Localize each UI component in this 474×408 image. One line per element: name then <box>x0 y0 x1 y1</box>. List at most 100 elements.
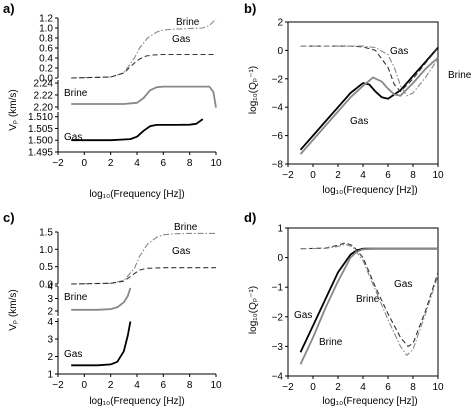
b-xtick-label-0: −2 <box>282 170 294 181</box>
b-ytick-label-3: −2 <box>272 74 284 85</box>
ylabel-c: Vₚ (km/s) <box>8 289 19 331</box>
plots-group: 0.00.20.40.60.81.01.22.202.222.241.4951.… <box>28 14 472 394</box>
b-xtick-label-5: 8 <box>410 170 416 181</box>
c-sub1-series-0-line <box>71 287 132 311</box>
b-ytick-label-5: 2 <box>277 18 283 29</box>
d-annotation-0: Gas <box>294 310 312 321</box>
a-sub2-ytick-label-0: 1.495 <box>28 148 53 159</box>
panel-label-d: d) <box>244 210 256 225</box>
a-sub1-ytick-label-2: 2.24 <box>34 79 54 90</box>
b-xtick-label-4: 6 <box>385 170 391 181</box>
panel-label-c: c) <box>3 210 15 225</box>
d-ytick-label-1: −3 <box>272 342 284 353</box>
c-sub2-series-0-line <box>71 321 132 367</box>
c-sub0-ytick-label-3: 1.5 <box>39 228 53 239</box>
c-sub0-series-0-line <box>71 232 216 285</box>
c-sub2-ytick-label-2: 3 <box>47 335 53 346</box>
a-sub0-series-1-line <box>71 53 216 79</box>
c-sub2-xtick-label-6: 10 <box>210 380 222 391</box>
a-sub0-annotation-0: Brine <box>176 17 200 28</box>
b-series-3-line <box>300 45 439 97</box>
a-sub1-ytick-label-1: 2.22 <box>34 91 54 102</box>
b-series-0-line <box>299 47 439 151</box>
a-sub2-xtick-label-5: 8 <box>187 158 193 169</box>
a-sub2-ytick-label-1: 1.500 <box>28 136 53 147</box>
c-sub2-xtick-label-4: 6 <box>161 380 167 391</box>
b-ytick-label-2: −4 <box>272 103 284 114</box>
c-sub0-ytick-label-0: 0.0 <box>39 280 53 291</box>
c-sub2-xtick-label-5: 8 <box>187 380 193 391</box>
c-sub2-xtick-label-2: 2 <box>108 380 114 391</box>
c-sub2-ytick-label-3: 4 <box>47 317 53 328</box>
c-sub2-xtick-label-1: 0 <box>82 380 88 391</box>
ylabel-a: Vₚ (km/s) <box>8 89 19 131</box>
a-sub0-ytick-label-6: 1.2 <box>39 14 53 25</box>
c-sub1-ytick-label-0: 2 <box>47 307 53 318</box>
b-xtick-label-1: 0 <box>310 170 316 181</box>
b-ytick-label-1: −6 <box>272 131 284 142</box>
d-annotation-2: Brine <box>356 294 380 305</box>
a-sub1-annotation-0: Brine <box>64 88 88 99</box>
c-sub1-annotation-0: Brine <box>64 292 88 303</box>
a-sub0-series-0-line <box>71 18 217 79</box>
ylabel-b: log₁₀(Qₚ⁻¹) <box>248 66 259 114</box>
a-sub0-ytick-label-3: 0.6 <box>39 44 53 55</box>
a-sub2-xtick-label-6: 10 <box>210 158 222 169</box>
a-sub0-annotation-1: Gas <box>172 34 190 45</box>
d-xtick-label-0: −2 <box>282 382 294 393</box>
d-ytick-label-5: 1 <box>277 224 283 235</box>
ylabel-d: log₁₀(Qₚ⁻¹) <box>248 286 259 334</box>
b-annotation-2: Brine <box>448 70 472 81</box>
xlabel-d: log₁₀(Frequency [Hz]) <box>322 396 417 407</box>
a-sub0-ytick-label-0: 0.0 <box>39 74 53 85</box>
b-ytick-label-4: 0 <box>277 46 283 57</box>
a-sub1-ytick-label-0: 2.20 <box>34 103 54 114</box>
panel-label-b: b) <box>244 1 256 16</box>
xlabel-c: log₁₀(Frequency [Hz]) <box>89 396 184 407</box>
d-annotation-1: Brine <box>319 337 343 348</box>
b-annotation-1: Gas <box>350 116 368 127</box>
d-ytick-label-3: −1 <box>272 283 284 294</box>
panel-label-a: a) <box>3 1 15 16</box>
d-series-1-line <box>299 247 438 365</box>
a-sub0-ytick-label-1: 0.2 <box>39 64 53 75</box>
d-ytick-label-0: −4 <box>272 372 284 383</box>
b-xtick-label-3: 4 <box>360 170 366 181</box>
c-sub0-ytick-label-2: 1.0 <box>39 245 53 256</box>
b-series-1-line <box>299 56 439 155</box>
c-sub2-ytick-label-0: 1 <box>47 370 53 381</box>
d-xtick-label-4: 6 <box>385 382 391 393</box>
c-sub2-ytick-label-1: 2 <box>47 352 53 363</box>
a-sub2-xtick-label-4: 6 <box>161 158 167 169</box>
b-xtick-label-6: 10 <box>432 170 444 181</box>
d-ytick-label-2: −2 <box>272 312 284 323</box>
d-xtick-label-5: 8 <box>410 382 416 393</box>
a-sub2-xtick-label-1: 0 <box>82 158 88 169</box>
a-sub1-series-0-line <box>71 85 217 108</box>
a-sub0-ytick-label-4: 0.8 <box>39 34 53 45</box>
d-xtick-label-1: 0 <box>310 382 316 393</box>
a-sub0-ytick-label-2: 0.4 <box>39 54 53 65</box>
c-sub2-annotation-0: Gas <box>64 349 82 360</box>
c-sub0-annotation-0: Brine <box>174 222 198 233</box>
c-sub2-xtick-label-3: 4 <box>134 380 140 391</box>
c-sub1-ytick-label-1: 3 <box>47 294 53 305</box>
d-xtick-label-6: 10 <box>432 382 444 393</box>
b-ytick-label-0: −8 <box>272 160 284 171</box>
b-xtick-label-2: 2 <box>335 170 341 181</box>
d-xtick-label-3: 4 <box>360 382 366 393</box>
c-sub0-series-1-line <box>71 267 216 285</box>
a-sub2-xtick-label-0: −2 <box>52 158 64 169</box>
a-sub2-xtick-label-3: 4 <box>134 158 140 169</box>
c-sub2-xtick-label-0: −2 <box>52 380 64 391</box>
b-annotation-0: Gas <box>390 46 408 57</box>
d-series-3-line <box>300 243 439 356</box>
c-sub0-ytick-label-1: 0.5 <box>39 262 53 273</box>
a-sub0-ytick-label-5: 1.0 <box>39 24 53 35</box>
b-series-2-line <box>300 45 439 93</box>
a-sub2-ytick-label-2: 1.505 <box>28 124 53 135</box>
d-xtick-label-2: 2 <box>335 382 341 393</box>
a-sub2-annotation-0: Gas <box>64 132 82 143</box>
c-sub0-annotation-1: Gas <box>172 246 190 257</box>
